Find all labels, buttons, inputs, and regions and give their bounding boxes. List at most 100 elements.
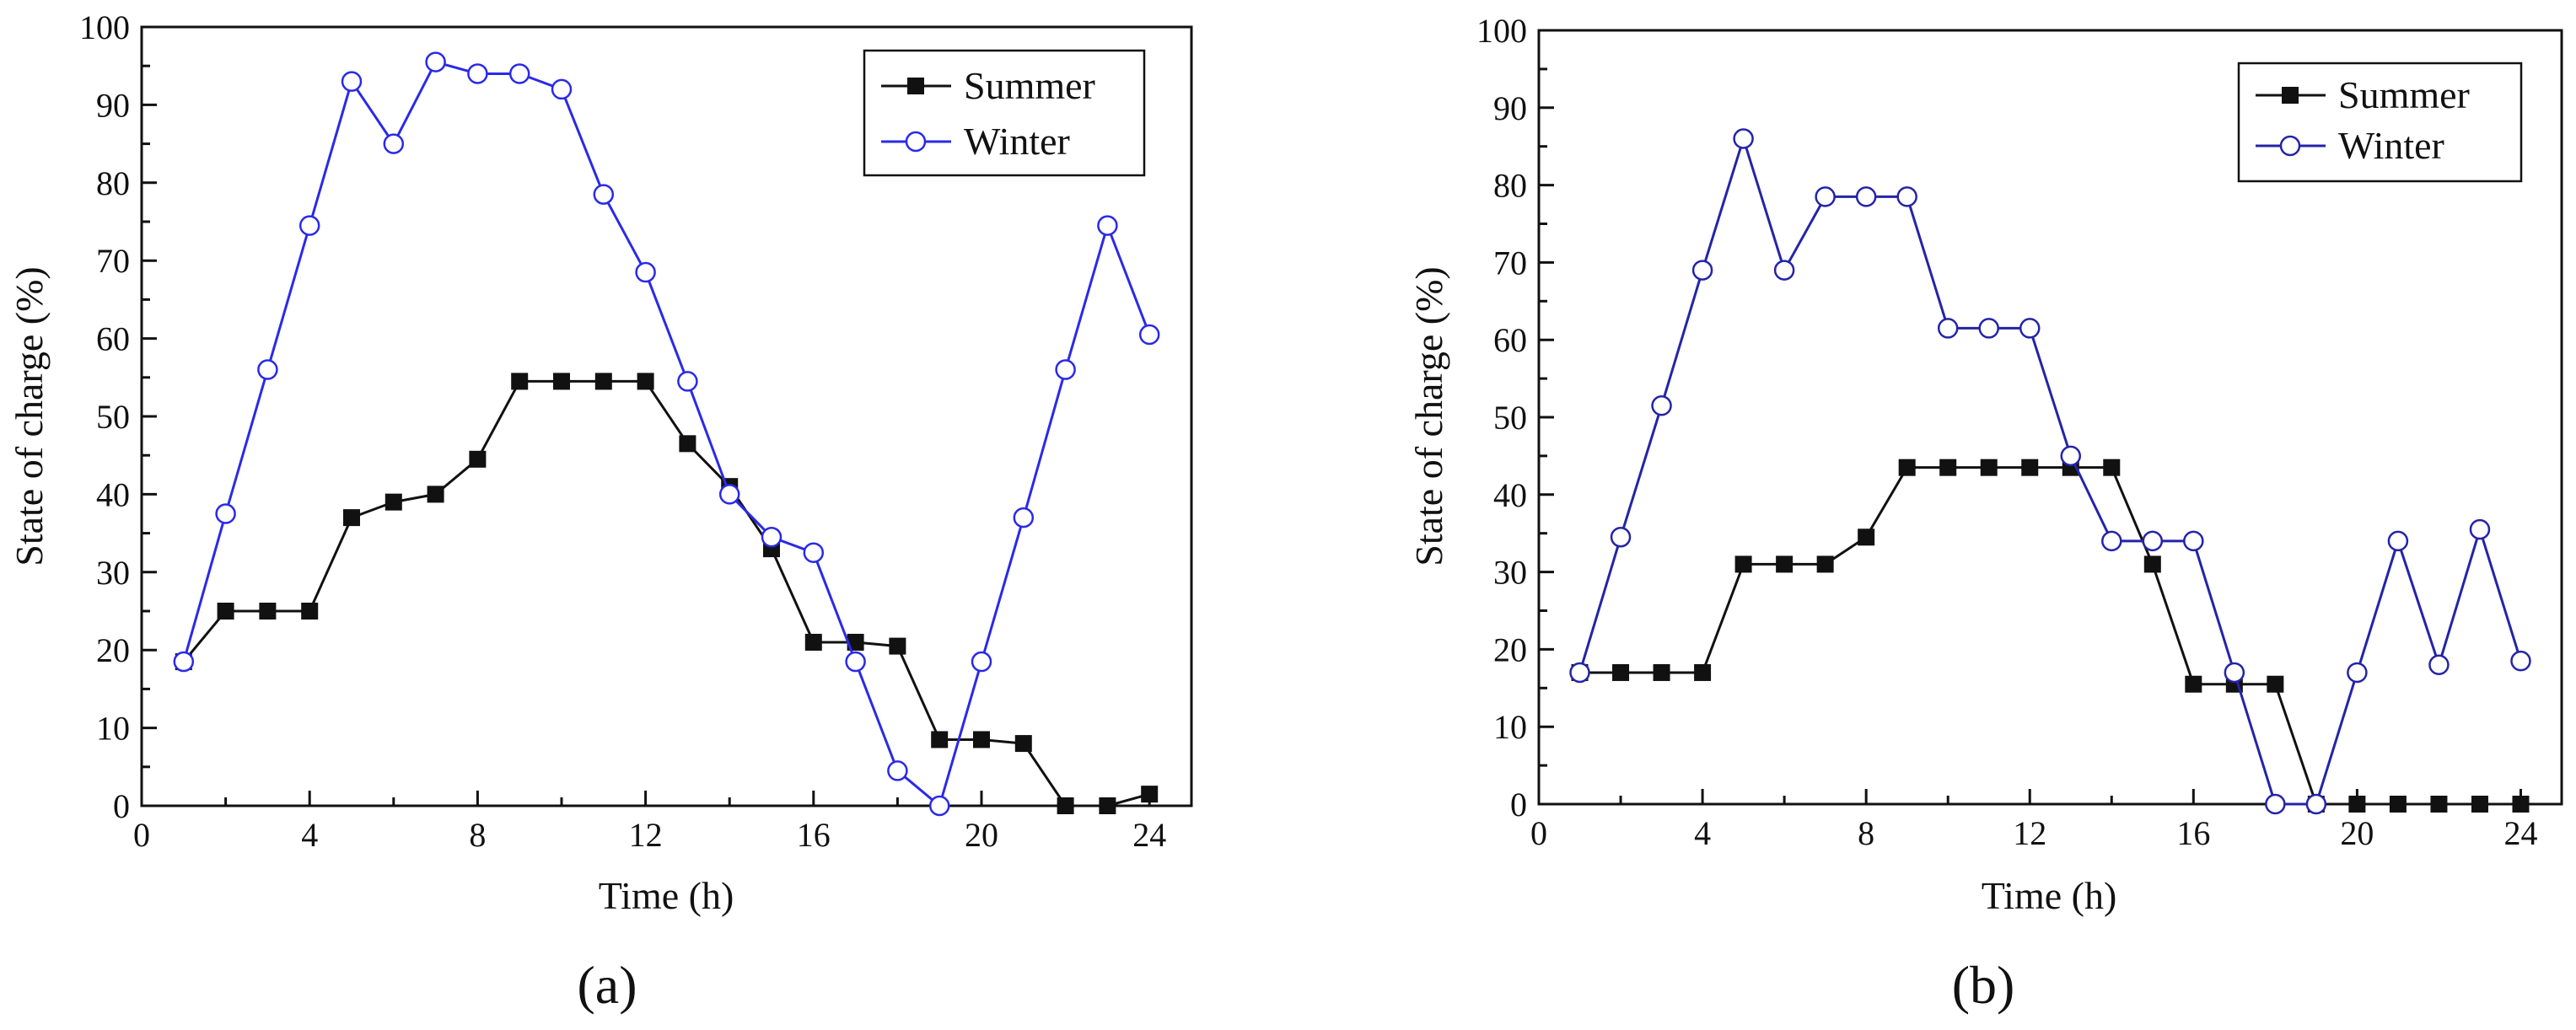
series-layer bbox=[1569, 128, 2531, 815]
data-point-summer bbox=[1141, 786, 1159, 803]
data-point-winter bbox=[1610, 527, 1632, 548]
data-point-summer bbox=[804, 633, 822, 651]
data-point-winter bbox=[1773, 260, 1795, 281]
x-tick-label: 24 bbox=[2503, 814, 2537, 852]
data-point-summer bbox=[2021, 459, 2039, 476]
data-point-summer bbox=[469, 450, 487, 468]
x-tick-label: 20 bbox=[965, 816, 998, 854]
data-point-winter bbox=[1896, 186, 1917, 207]
data-point-summer bbox=[1980, 459, 1998, 476]
legend-label-winter: Winter bbox=[2338, 124, 2444, 167]
y-tick-label: 50 bbox=[1493, 399, 1527, 437]
y-tick-label: 100 bbox=[79, 8, 130, 46]
data-point-winter bbox=[1651, 394, 1672, 416]
legend-marker-winter bbox=[2279, 135, 2301, 157]
data-point-winter bbox=[2224, 662, 2245, 684]
data-point-summer bbox=[1898, 459, 1916, 476]
series-layer bbox=[173, 51, 1160, 817]
data-point-winter bbox=[2347, 662, 2368, 684]
panel-label-b: (b) bbox=[1952, 955, 2015, 1015]
panel-label-a: (a) bbox=[577, 955, 637, 1015]
data-point-summer bbox=[553, 373, 570, 390]
y-tick-label: 40 bbox=[96, 475, 130, 513]
y-tick-label: 70 bbox=[1493, 244, 1527, 282]
data-point-winter bbox=[1855, 186, 1877, 207]
y-tick-label: 80 bbox=[96, 164, 130, 202]
data-point-winter bbox=[341, 71, 363, 92]
data-point-summer bbox=[511, 373, 529, 390]
y-axis-ticks: 0 10 20 30 40 50 60 70 80 90 100 bbox=[1476, 12, 1554, 823]
data-point-winter bbox=[2019, 318, 2041, 339]
x-tick-label: 8 bbox=[469, 816, 486, 854]
data-point-winter bbox=[2469, 518, 2491, 540]
data-point-summer bbox=[385, 493, 402, 511]
data-point-summer bbox=[2143, 555, 2161, 573]
data-point-winter bbox=[1815, 186, 1836, 207]
x-tick-label: 16 bbox=[797, 816, 831, 854]
data-point-winter bbox=[593, 184, 615, 205]
x-axis-ticks: 0 4 8 12 16 20 24 bbox=[133, 791, 1166, 854]
x-tick-label: 20 bbox=[2340, 814, 2374, 852]
data-point-winter bbox=[173, 651, 195, 673]
legend-marker-summer bbox=[2282, 87, 2299, 104]
legend-box bbox=[863, 49, 1146, 177]
y-tick-label: 30 bbox=[96, 554, 130, 592]
legend-marker-summer bbox=[907, 78, 924, 94]
data-point-winter bbox=[1055, 359, 1076, 380]
data-point-summer bbox=[1694, 663, 1712, 681]
series-line-winter bbox=[1578, 137, 2522, 806]
data-point-winter bbox=[2428, 654, 2450, 676]
x-tick-label: 24 bbox=[1132, 816, 1166, 854]
data-point-winter bbox=[1097, 215, 1118, 236]
data-point-winter bbox=[2510, 650, 2531, 672]
data-point-winter bbox=[761, 526, 782, 548]
data-point-summer bbox=[301, 603, 319, 620]
series-line-summer bbox=[182, 379, 1150, 807]
y-tick-label: 90 bbox=[96, 86, 130, 124]
data-point-summer bbox=[1734, 555, 1752, 573]
x-tick-label: 0 bbox=[133, 816, 150, 854]
data-point-summer bbox=[2103, 459, 2121, 476]
y-tick-label: 20 bbox=[1493, 630, 1527, 668]
data-point-winter bbox=[2387, 530, 2409, 552]
data-point-winter bbox=[1978, 318, 1999, 339]
y-tick-label: 70 bbox=[96, 242, 130, 280]
data-point-summer bbox=[847, 633, 864, 651]
data-point-winter bbox=[635, 261, 656, 283]
data-point-winter bbox=[1013, 507, 1035, 528]
legend-marker-winter bbox=[905, 131, 927, 153]
y-tick-label: 60 bbox=[96, 320, 130, 358]
data-point-summer bbox=[1816, 555, 1834, 573]
x-tick-label: 16 bbox=[2176, 814, 2210, 852]
data-point-winter bbox=[2101, 530, 2122, 552]
data-point-winter bbox=[508, 63, 530, 84]
legend-box bbox=[2237, 62, 2523, 183]
legend-label-summer: Summer bbox=[2338, 73, 2470, 116]
y-tick-label: 30 bbox=[1493, 554, 1527, 592]
data-point-summer bbox=[1099, 797, 1116, 814]
legend: Summer Winter bbox=[2237, 62, 2523, 183]
data-point-winter bbox=[257, 359, 278, 380]
data-point-winter bbox=[2305, 793, 2327, 815]
data-point-summer bbox=[1014, 735, 1032, 753]
chart-panel-b: 0 4 8 12 16 20 24 0 10 20 30 40 50 60 70 80 90 100 Summe… bbox=[1407, 12, 2563, 1015]
data-point-winter bbox=[383, 133, 405, 154]
y-tick-label: 50 bbox=[96, 398, 130, 436]
data-point-winter bbox=[1138, 324, 1160, 346]
y-tick-label: 10 bbox=[96, 710, 130, 748]
data-point-winter bbox=[845, 651, 866, 673]
data-point-winter bbox=[2142, 530, 2164, 552]
y-tick-label: 80 bbox=[1493, 167, 1527, 205]
y-tick-label: 0 bbox=[1510, 786, 1527, 823]
data-point-winter bbox=[467, 63, 488, 84]
data-point-winter bbox=[971, 651, 992, 673]
data-point-summer bbox=[594, 373, 612, 390]
data-point-winter bbox=[425, 51, 446, 72]
data-point-summer bbox=[343, 509, 360, 527]
data-point-summer bbox=[259, 603, 277, 620]
series-line-summer bbox=[1579, 466, 2521, 806]
data-point-summer bbox=[931, 731, 949, 748]
data-point-winter bbox=[2060, 445, 2082, 467]
data-point-winter bbox=[677, 371, 698, 392]
